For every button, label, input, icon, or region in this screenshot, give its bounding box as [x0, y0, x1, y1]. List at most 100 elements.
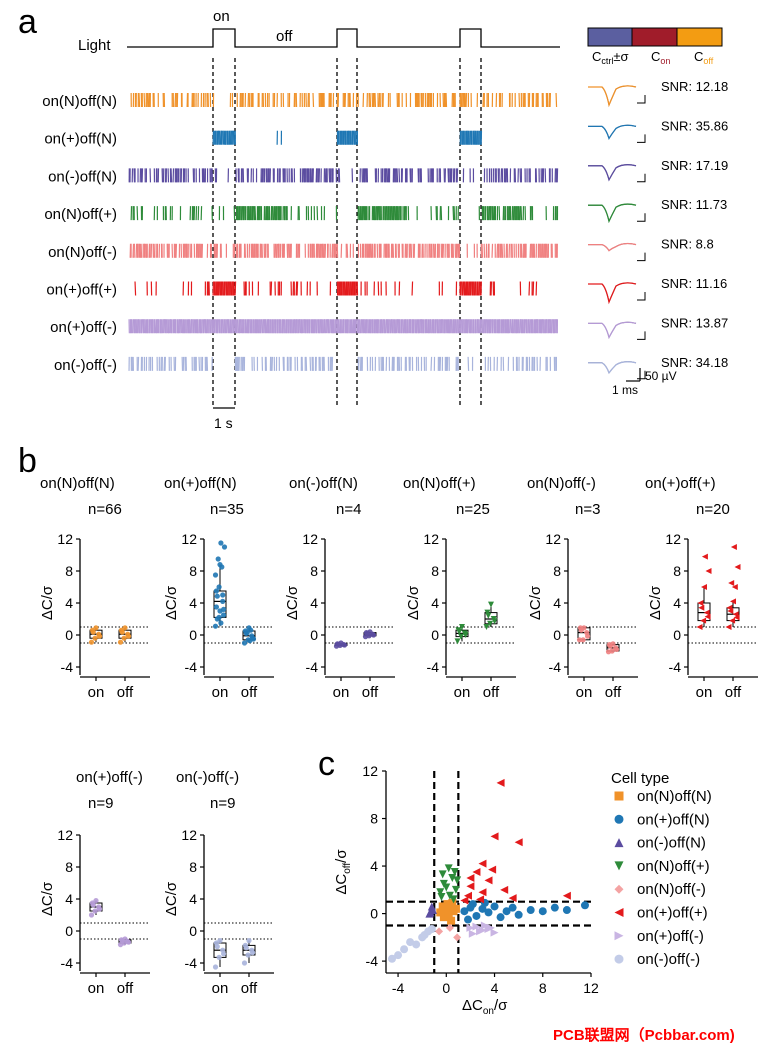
spike-tick — [501, 243, 504, 258]
scatter-point — [464, 915, 472, 924]
y-tick-label: 0 — [673, 627, 681, 643]
y-tick-label: 0 — [310, 627, 318, 643]
box-point — [212, 623, 219, 629]
box-point — [97, 633, 103, 639]
scatter-x-label: ΔCon/σ — [462, 997, 508, 1017]
scatter-point — [614, 838, 624, 848]
y-axis-label: ΔC/σ — [163, 881, 180, 916]
scatter-point — [436, 888, 445, 897]
waveform-trace — [588, 85, 637, 108]
box-point — [246, 938, 252, 944]
box-chart-n: n=4 — [336, 501, 361, 518]
box-point — [218, 620, 224, 626]
box-chart: on(N)off(+) n=25 12 8 4 0 -4 ΔC/σ on off — [403, 475, 516, 701]
box-point — [250, 636, 257, 642]
box-point — [122, 625, 128, 631]
spike-tick — [134, 281, 137, 296]
colorbar-legend: Cctrl±σ Con Coff — [587, 27, 723, 66]
waveform: SNR: 17.19 — [588, 158, 728, 183]
scatter-point — [441, 906, 450, 915]
box-point — [364, 630, 370, 637]
scatter-point — [420, 930, 429, 939]
box-point — [212, 572, 219, 578]
scatter-point — [508, 903, 517, 912]
colorbar-label-on: Con — [651, 49, 670, 66]
y-axis-label: ΔC/σ — [527, 585, 544, 620]
x-tick-label: on — [212, 684, 229, 701]
scatter-x-tick-label: 4 — [491, 980, 499, 996]
waveform-ctrl-band — [588, 282, 637, 304]
y-axis-label: ΔC/σ — [39, 881, 56, 916]
box-point — [614, 646, 620, 653]
scatter-point — [500, 885, 509, 894]
box-point — [483, 624, 490, 630]
waveform: SNR: 35.86 — [588, 118, 728, 143]
scatter-point — [436, 908, 445, 917]
scatter-point — [550, 903, 559, 912]
spike-tick — [147, 92, 150, 108]
snr-label: SNR: 11.16 — [661, 276, 727, 291]
box-point — [121, 635, 127, 641]
box-chart: on(N)off(-) n=3 12 8 4 0 -4 ΔC/σ on off — [527, 475, 638, 701]
scatter-series — [436, 864, 462, 904]
x-tick-label: on — [454, 684, 471, 701]
y-tick-label: 12 — [57, 531, 73, 547]
scatter-point — [394, 951, 403, 960]
box-point — [700, 617, 707, 624]
x-tick-label: on — [696, 684, 713, 701]
box-point — [221, 612, 227, 618]
spike-ticks — [212, 130, 483, 145]
y-tick-label: -4 — [185, 955, 198, 971]
box-point — [241, 640, 248, 646]
spike-tick — [496, 243, 499, 258]
scatter-series — [388, 925, 436, 963]
spike-ticks — [128, 168, 559, 183]
time-scale-label: 1 s — [214, 415, 233, 431]
snr-label: SNR: 13.87 — [661, 315, 728, 330]
box-point — [93, 898, 99, 904]
y-tick-label: 0 — [65, 627, 73, 643]
scatter-y-tick-label: 0 — [370, 906, 378, 922]
raster-row: on(+)off(N) — [44, 130, 483, 148]
scatter-point — [460, 896, 469, 905]
box-chart-title: on(+)off(-) — [76, 769, 143, 786]
scatter-point — [448, 898, 457, 907]
box-point — [454, 638, 461, 645]
scatter-point — [453, 933, 462, 942]
spike-tick — [509, 319, 512, 334]
spike-ticks — [130, 206, 559, 221]
row-label: on(-)off(-) — [54, 357, 117, 374]
box-point — [371, 632, 377, 638]
spike-tick — [396, 168, 399, 183]
box-point — [725, 624, 732, 630]
scatter-series — [425, 902, 438, 918]
scatter-point — [448, 873, 457, 882]
box-point — [462, 632, 469, 638]
box-chart: on(-)off(N) n=4 12 8 4 0 -4 ΔC/σ on off — [284, 475, 395, 701]
x-tick-label: off — [362, 684, 379, 701]
spike-ticks — [134, 281, 538, 296]
box-chart-title: on(N)off(N) — [40, 475, 115, 492]
scatter-point — [438, 870, 447, 879]
box-point — [701, 584, 707, 590]
box-point — [119, 629, 125, 635]
waveform: SNR: 11.16 — [588, 276, 727, 305]
y-tick-label: 8 — [65, 859, 73, 875]
raster-row: on(N)off(N) — [42, 92, 558, 110]
box-point — [119, 938, 125, 944]
box-chart: on(N)off(N) n=66 12 8 4 0 -4 ΔC/σ on off — [39, 475, 150, 701]
waveform: SNR: 12.18 — [588, 79, 728, 108]
scatter-point — [464, 891, 472, 900]
raster-row: on(N)off(-) — [48, 243, 558, 261]
box-point — [696, 624, 703, 630]
waveform-trace — [588, 203, 637, 224]
scatter-point — [476, 927, 485, 936]
watermark-text: PCB联盟网（Pcbbar.com) — [553, 1027, 735, 1044]
scatter-point — [443, 900, 452, 909]
waveform-mini-scale — [637, 370, 646, 380]
box-point — [697, 600, 704, 606]
box-point — [729, 617, 736, 624]
scatter-point — [478, 859, 487, 868]
box-point — [245, 952, 251, 958]
box-chart-n: n=9 — [88, 795, 113, 812]
